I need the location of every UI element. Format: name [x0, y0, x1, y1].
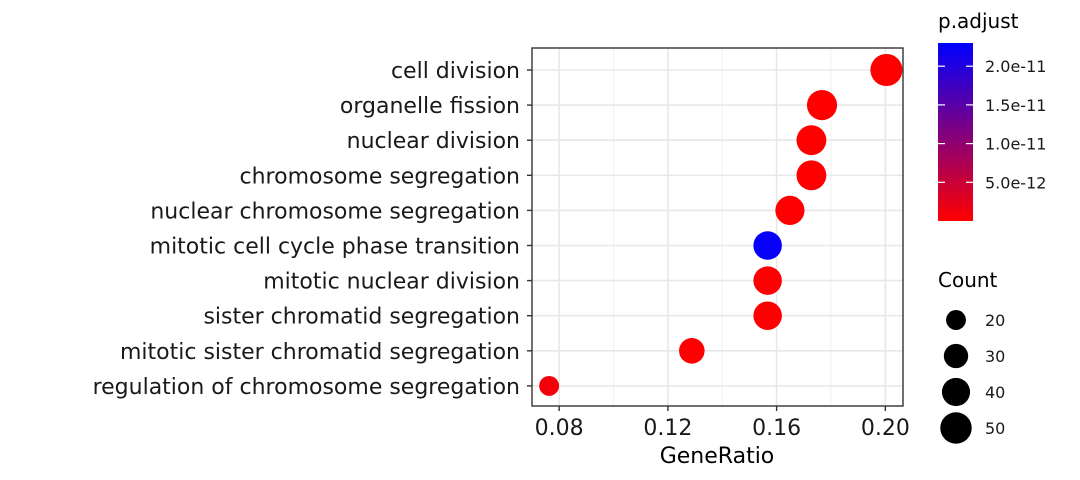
data-point — [753, 301, 782, 330]
y-tick-label: nuclear chromosome segregation — [150, 199, 520, 224]
x-tick-label: 0.20 — [861, 416, 910, 441]
color-legend-title: p.adjust — [938, 9, 1019, 33]
y-tick-label: nuclear division — [347, 129, 520, 154]
data-point — [775, 195, 805, 225]
y-tick-label: mitotic sister chromatid segregation — [120, 340, 520, 365]
data-point — [796, 125, 827, 156]
color-tick-label: 1.5e-11 — [985, 96, 1046, 115]
size-legend-label: 20 — [985, 311, 1005, 330]
color-tick-label: 5.0e-12 — [985, 173, 1046, 192]
x-tick-label: 0.16 — [752, 416, 801, 441]
y-tick-label: regulation of chromosome segregation — [93, 375, 520, 400]
x-tick-label: 0.12 — [643, 416, 692, 441]
grid-major — [532, 48, 903, 406]
size-legend-label: 40 — [985, 383, 1005, 402]
y-axis: cell division organelle fission nuclear di… — [93, 59, 532, 400]
y-tick-label: mitotic nuclear division — [263, 270, 520, 295]
x-tick-label: 0.08 — [535, 416, 584, 441]
size-legend-label: 30 — [985, 347, 1005, 366]
color-bar — [938, 43, 973, 221]
color-legend: p.adjust 2.0e-11 1.5e-11 1.0e-11 5.0e-12 — [938, 9, 1046, 221]
data-point — [870, 53, 903, 87]
data-point — [806, 90, 838, 121]
y-tick-label: chromosome segregation — [240, 164, 520, 189]
x-axis-title: GeneRatio — [660, 444, 775, 469]
y-tick-label: cell division — [391, 59, 520, 84]
size-legend-label: 50 — [985, 419, 1005, 438]
color-tick-label: 1.0e-11 — [985, 135, 1046, 154]
plot-border — [531, 47, 904, 407]
x-axis: 0.08 0.12 0.16 0.20 — [535, 406, 910, 441]
y-tick-label: organelle fission — [340, 94, 520, 119]
size-legend-symbol — [943, 343, 969, 369]
size-legend-symbol — [940, 412, 972, 444]
size-legend-title: Count — [938, 268, 998, 292]
plot-panel — [532, 48, 903, 406]
data-point — [753, 266, 782, 295]
color-tick-label: 2.0e-11 — [985, 57, 1046, 76]
size-legend-symbol — [941, 377, 971, 407]
data-point — [796, 160, 827, 191]
y-tick-label: sister chromatid segregation — [203, 305, 520, 330]
data-points — [539, 53, 903, 396]
data-point — [753, 231, 782, 260]
data-point — [539, 375, 560, 396]
size-legend-symbol — [946, 310, 966, 330]
size-legend: Count 20 30 40 50 — [938, 268, 1005, 444]
y-tick-label: mitotic cell cycle phase transition — [150, 235, 520, 260]
data-point — [679, 338, 705, 364]
